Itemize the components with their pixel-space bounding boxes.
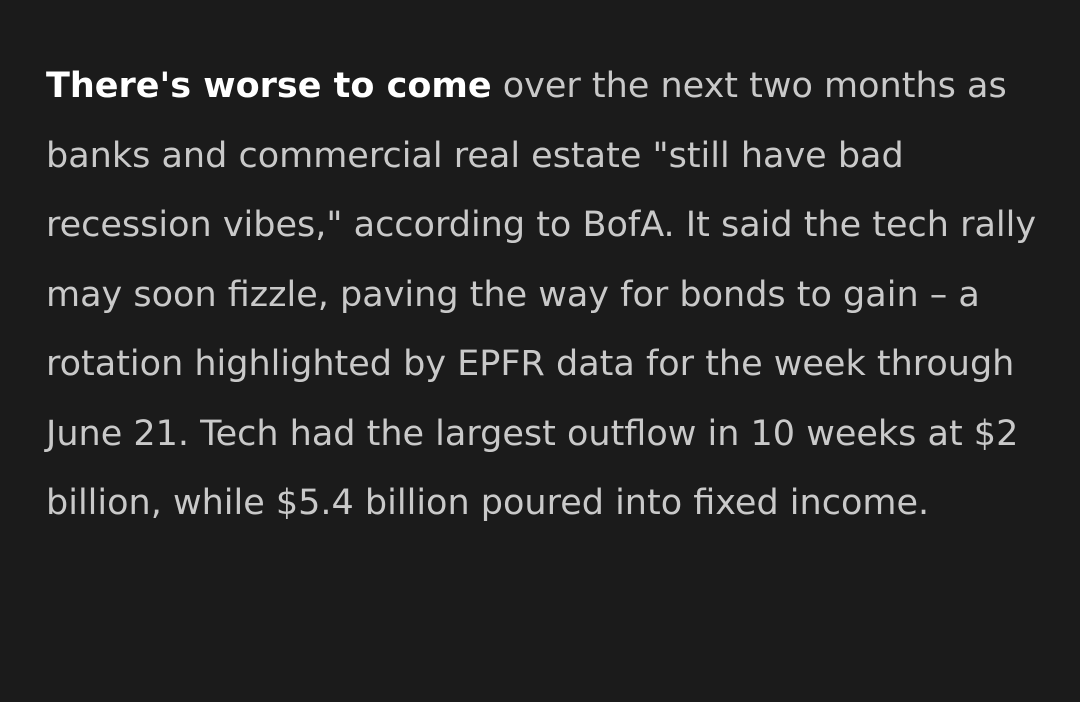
paragraph-body: over the next two months as banks and co… [46,66,1037,523]
paragraph-lead: There's worse to come [46,66,492,106]
article-paragraph: There's worse to come over the next two … [46,52,1040,539]
